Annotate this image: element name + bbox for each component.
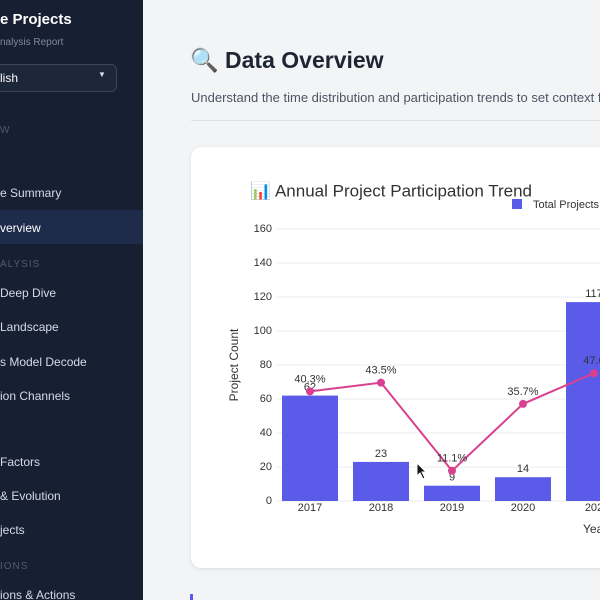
bar-value-label: 9 <box>449 472 455 484</box>
nav-item[interactable]: ions & Actions <box>0 588 76 600</box>
bar <box>282 395 338 501</box>
y-tick-label: 160 <box>254 223 272 235</box>
chart-title: 📊 Annual Project Participation Trend <box>250 180 532 200</box>
nav-item[interactable]: e Summary <box>0 186 62 200</box>
bar <box>495 477 551 501</box>
nav-item[interactable]: Deep Dive <box>0 286 57 300</box>
language-select[interactable] <box>0 64 117 92</box>
x-tick-label: 2017 <box>298 502 322 514</box>
x-tick-label: 2019 <box>440 502 464 514</box>
language-value[interactable]: lish <box>0 71 19 85</box>
chart: 📊 Annual Project Participation Trend Yea… <box>227 180 600 536</box>
dropdown-caret: ▼ <box>98 70 106 79</box>
section-heading: W <box>0 125 11 136</box>
app-subtitle: nalysis Report <box>0 37 64 48</box>
nav-item[interactable]: Landscape <box>0 320 59 334</box>
y-tick-label: 80 <box>260 359 272 371</box>
cursor <box>416 462 428 480</box>
active-highlight <box>0 210 143 244</box>
point-value-label: 35.7% <box>507 386 538 398</box>
y-tick-label: 140 <box>254 257 272 269</box>
nav-item[interactable]: jects <box>0 523 25 537</box>
nav-item[interactable]: Factors <box>0 455 41 469</box>
bar-value-label: 14 <box>517 463 529 475</box>
y-tick-label: 100 <box>254 325 272 337</box>
legend-swatch <box>512 199 522 209</box>
nav-item[interactable]: verview <box>0 221 41 235</box>
section-heading: ALYSIS <box>0 259 41 270</box>
x-tick-label: 2018 <box>369 502 393 514</box>
section-heading: IONS <box>0 561 29 572</box>
section-marker <box>190 594 193 600</box>
x-axis-label: Yea <box>583 522 600 536</box>
point-value-label: 11.1% <box>437 453 468 465</box>
x-tick-label: 202 <box>585 502 600 514</box>
trend-point <box>306 387 314 396</box>
bar <box>353 461 409 501</box>
trend-point <box>448 466 456 475</box>
point-value-label: 40.3% <box>294 373 325 385</box>
x-tick-label: 2020 <box>511 502 535 514</box>
trend-point <box>590 369 598 378</box>
nav-item[interactable]: ion Channels <box>0 389 71 403</box>
y-tick-label: 40 <box>260 427 272 439</box>
point-value-label: 47.0 <box>583 355 600 367</box>
legend-label: Total Projects <box>533 199 600 211</box>
y-tick-label: 60 <box>260 393 272 405</box>
trend-point <box>377 378 385 387</box>
nav-item[interactable]: s Model Decode <box>0 355 87 369</box>
trend-point <box>519 399 527 408</box>
point-value-label: 43.5% <box>365 365 396 377</box>
page-title: 🔍 Data Overview <box>190 47 384 73</box>
y-axis-label: Project Count <box>227 328 241 401</box>
divider <box>191 120 600 121</box>
y-tick-label: 0 <box>266 495 272 507</box>
chart-card: 📊 Annual Project Participation Trend Yea… <box>191 147 600 568</box>
app-title: e Projects <box>0 11 72 28</box>
bar-value-label: 23 <box>375 448 387 460</box>
bar <box>424 485 480 501</box>
y-tick-label: 120 <box>254 291 272 303</box>
nav-item[interactable]: & Evolution <box>0 489 61 503</box>
y-tick-label: 20 <box>260 461 272 473</box>
page-subtitle: Understand the time distribution and par… <box>191 90 600 105</box>
sidebar: e Projects nalysis Report lish ▼ W e Sum… <box>0 0 143 600</box>
bar-value-label: 117 <box>585 288 600 300</box>
bar <box>566 302 600 501</box>
